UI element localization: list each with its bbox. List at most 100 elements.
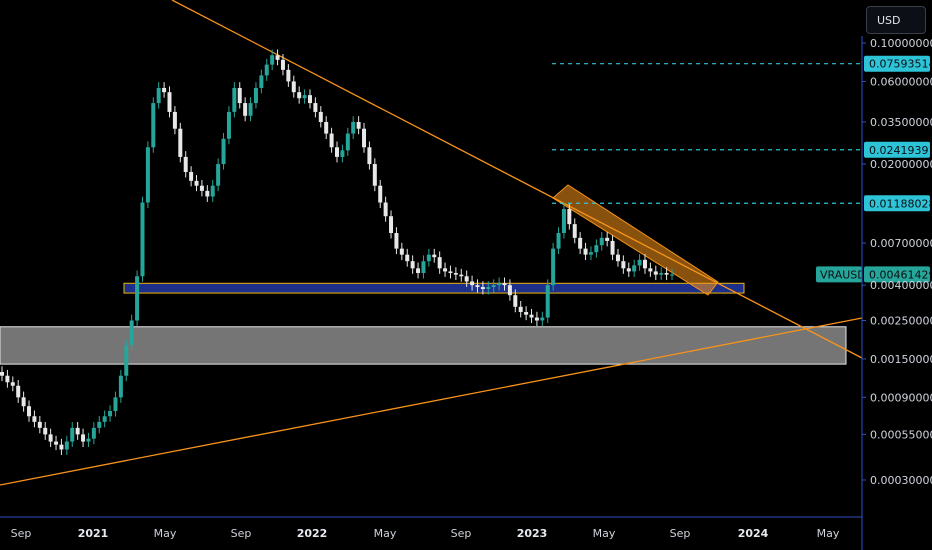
candle-body (578, 237, 583, 249)
time-tick-label: May (593, 527, 616, 540)
candle-body (253, 87, 258, 104)
candle-body (162, 87, 167, 93)
candle-body (599, 237, 604, 246)
candle-body (302, 95, 307, 99)
candle-body (329, 133, 334, 148)
time-tick-label: May (817, 527, 840, 540)
candle-body (486, 287, 491, 290)
candle-body (410, 261, 415, 269)
candle-body (27, 406, 32, 417)
candle-body (524, 311, 529, 315)
candle-body (129, 320, 134, 346)
candle-body (615, 254, 620, 262)
candle-body (399, 248, 404, 255)
candle-body (81, 434, 86, 442)
support-zone (123, 282, 745, 294)
trendline-layer (0, 0, 863, 486)
candle-body (632, 265, 637, 272)
price-tick-label: 0.00055000 (870, 428, 932, 441)
candle-body (199, 185, 204, 191)
candle-body (443, 268, 448, 272)
price-tick-label: 0.00090000 (870, 391, 932, 404)
time-tick-label: 2023 (517, 527, 548, 540)
candle-body (248, 103, 253, 116)
candle-body (59, 444, 64, 450)
candle-body (588, 252, 593, 255)
candle-body (416, 268, 421, 274)
candle-body (232, 87, 237, 112)
candle-body (426, 254, 431, 262)
candle-body (156, 87, 161, 104)
price-axis[interactable]: 0.10000000 0.06000000 0.03500000 0.02000000… (861, 36, 932, 550)
candle-body (291, 81, 296, 93)
price-level-tag (864, 141, 930, 158)
price-tick-label: 0.00700000 (870, 237, 932, 250)
candle-body (113, 397, 118, 412)
candle-body (16, 385, 21, 398)
time-axis[interactable]: Sep 2021 May Sep 2022 May Sep 2023 May Sep 2024 May (0, 516, 862, 540)
channel-box (552, 184, 719, 296)
time-tick-label: 2024 (738, 527, 769, 540)
candle-body (64, 441, 69, 450)
candle-body (102, 416, 107, 422)
candle-body (194, 180, 199, 186)
candle-body (507, 285, 512, 296)
candle-body (394, 233, 399, 249)
price-tick-label: 0.00250000 (870, 315, 932, 328)
candle-body (621, 261, 626, 269)
candle-body (307, 95, 312, 104)
time-tick-label: Sep (670, 527, 691, 540)
time-tick-label: May (374, 527, 397, 540)
candle-body (437, 257, 442, 269)
candle-body (118, 375, 123, 398)
candle-body (345, 133, 350, 151)
time-tick-label: Sep (11, 527, 32, 540)
currency-button[interactable]: USD (866, 6, 926, 34)
candle-body (108, 411, 113, 417)
candle-body (351, 121, 356, 134)
candle-body (605, 237, 610, 241)
candle-body (421, 261, 426, 274)
candle-body (124, 345, 129, 376)
candle-body (140, 202, 145, 277)
candle-body (480, 287, 485, 290)
candle-body (453, 273, 458, 275)
candle-body (594, 245, 599, 253)
candle-body (534, 317, 539, 321)
candle-body (491, 285, 496, 288)
candle-body (145, 147, 150, 203)
ascending-trendline (0, 317, 863, 486)
price-level-label: 0.01188028 (869, 197, 932, 210)
symbol-tag (816, 266, 862, 283)
candle-body (551, 248, 556, 286)
candle-body (172, 111, 177, 129)
price-level-label: 0.02419391 (869, 144, 932, 157)
price-tick-label: 0.00030000 (870, 474, 932, 487)
candle-body (502, 283, 507, 286)
candle-body (432, 254, 437, 258)
candle-body (405, 254, 410, 262)
candle-body (464, 276, 469, 282)
symbol-label: VRAUSD (820, 268, 866, 281)
candle-body (10, 382, 15, 386)
candle-body (470, 281, 475, 286)
candle-body (356, 121, 361, 129)
candle-body (86, 438, 91, 442)
price-tick-label: 0.10000000 (870, 37, 932, 50)
candle-body (37, 421, 42, 428)
candle-body (270, 55, 275, 65)
candle-body (135, 276, 140, 321)
candle-body (324, 121, 329, 134)
candle-body (529, 314, 534, 318)
candle-body (48, 434, 53, 442)
candle-body (383, 202, 388, 217)
price-level-tag (864, 195, 930, 212)
candle-body (21, 397, 26, 407)
candle-body (32, 416, 37, 422)
candle-body (205, 190, 210, 197)
last-price-label: 0.00461429 (869, 268, 932, 281)
price-tick-label: 0.03500000 (870, 116, 932, 129)
candle-body (189, 171, 194, 181)
